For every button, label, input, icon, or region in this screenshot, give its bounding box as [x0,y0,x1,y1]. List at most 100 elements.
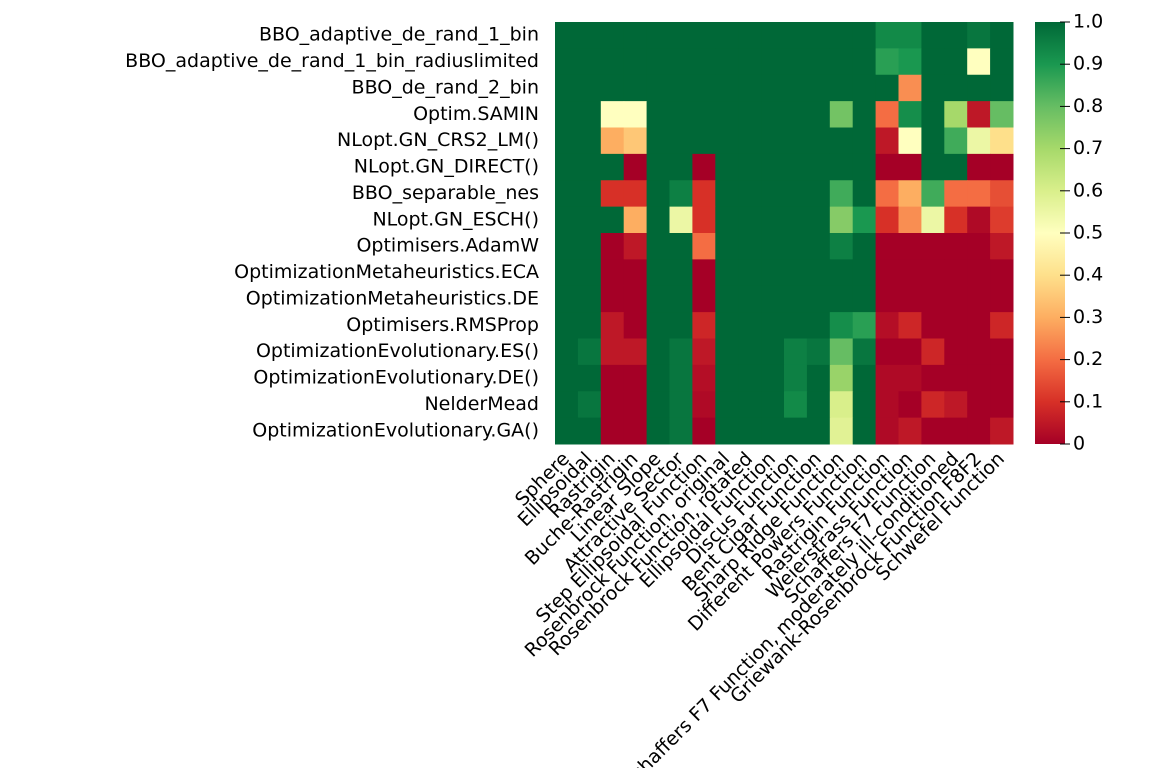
colorbar-tick-label: 0.7 [1073,137,1103,159]
heat-cell [852,285,877,313]
heat-cell [646,206,670,234]
heat-cell [829,22,854,49]
heat-cell [715,127,739,155]
heat-cell [577,312,602,339]
heat-cell [875,417,899,445]
heat-cell [669,338,693,366]
heat-cell [555,233,579,260]
heat-cell [555,338,579,366]
heat-cell [555,127,579,155]
y-tick-label: BBO_separable_nes [352,182,539,204]
heat-cell [967,153,991,181]
heat-cell [761,417,785,445]
y-tick-label: NLopt.GN_ESCH() [372,208,539,230]
heat-cell [944,312,968,339]
heat-cell [921,48,945,76]
heat-cell [784,101,808,128]
heat-cell [990,285,1014,313]
heat-cell [555,180,579,208]
heat-cell [852,391,877,419]
heat-cell [761,101,785,128]
heat-cell [623,180,648,208]
heat-cell [761,48,785,76]
heat-cell [715,180,739,208]
heat-cell [669,417,693,445]
heat-cell [692,233,716,260]
heat-cell [898,48,922,76]
heat-cell [577,48,602,76]
heat-cell [646,285,670,313]
heat-cell [806,285,831,313]
heat-cell [692,338,716,366]
y-tick-label: BBO_adaptive_de_rand_1_bin_radiuslimited [125,50,539,72]
heat-cell [967,417,991,445]
heat-cell [761,285,785,313]
heat-cell [806,206,831,234]
heat-cell [761,22,785,49]
heat-cell [806,417,831,445]
heat-cell [806,153,831,181]
heat-cell [784,48,808,76]
heat-cell [600,338,625,366]
heat-cell [623,312,648,339]
heat-cell [577,180,602,208]
heat-cell [875,74,899,102]
heat-cell [669,48,693,76]
heat-cell [829,101,854,128]
colorbar-tick-label: 0.1 [1073,390,1103,412]
heat-cell [967,233,991,260]
heat-cell [852,153,877,181]
heat-cell [967,285,991,313]
heat-cell [829,233,854,260]
heat-cell [715,391,739,419]
heat-cell [852,180,877,208]
heat-cell [852,259,877,287]
heat-cell [990,391,1014,419]
heat-cell [692,101,716,128]
heat-cell [715,22,739,49]
heat-cell [829,285,854,313]
heat-cell [875,391,899,419]
heat-cell [646,101,670,128]
heat-cell [646,338,670,366]
y-tick-label: BBO_de_rand_2_bin [352,76,539,98]
heat-cell [875,22,899,49]
heat-cell [829,127,854,155]
y-tick-label: NLopt.GN_DIRECT() [354,156,539,178]
heat-cell [806,391,831,419]
heat-cell [921,22,945,49]
heat-cell [784,233,808,260]
heat-cell [692,153,716,181]
heat-cell [829,364,854,392]
heat-cell [738,101,762,128]
heat-cell [829,74,854,102]
heat-cell [555,22,579,49]
heat-cell [646,48,670,76]
heat-cell [967,74,991,102]
heat-cell [852,338,877,366]
heat-cell [829,153,854,181]
heat-cell [692,285,716,313]
heat-cell [944,259,968,287]
heat-cell [600,259,625,287]
heat-cell [898,391,922,419]
heat-cell [669,153,693,181]
heat-cell [921,233,945,260]
colorbar-tick-label: 0.2 [1073,348,1103,370]
heat-cell [555,285,579,313]
heat-cell [600,74,625,102]
heat-cell [990,74,1014,102]
heat-cell [944,153,968,181]
heat-cell [577,417,602,445]
colorbar-tick-label: 0 [1073,433,1085,455]
heat-cell [967,180,991,208]
heat-cell [898,338,922,366]
heat-cell [921,259,945,287]
heat-cell [715,285,739,313]
heat-cell [944,101,968,128]
heat-cell [784,127,808,155]
heat-cell [715,101,739,128]
heat-cell [898,153,922,181]
heat-cell [806,180,831,208]
